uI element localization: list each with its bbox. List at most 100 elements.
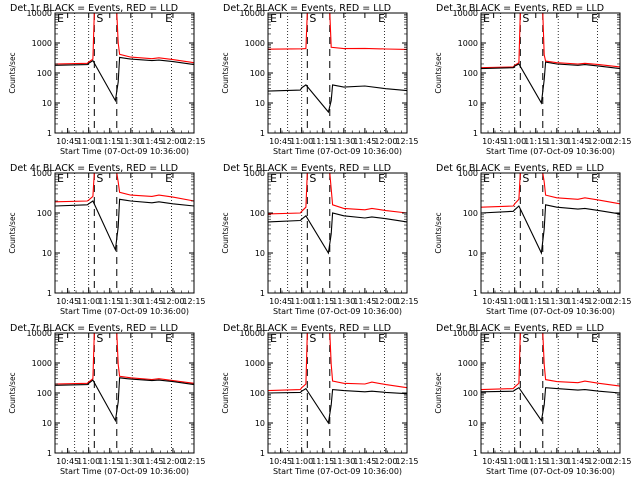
x-tick-label: 11:45 <box>353 457 376 466</box>
lld-series-line <box>480 12 621 69</box>
event-marker-label: E <box>165 172 172 185</box>
event-marker-label: E <box>483 332 490 345</box>
lld-series-line <box>54 332 195 385</box>
y-tick-label: 1 <box>260 289 265 298</box>
x-tick-label: 11:45 <box>353 297 376 306</box>
events-series-line <box>54 377 195 423</box>
y-axis-label: Counts/sec <box>434 372 443 413</box>
x-tick-label: 12:00 <box>587 457 610 466</box>
y-tick-label: 10 <box>255 419 265 428</box>
x-tick-label: 11:00 <box>77 457 100 466</box>
lld-series-line <box>267 172 408 215</box>
event-marker-label: E <box>378 12 385 25</box>
y-tick-label: 10 <box>42 249 52 258</box>
x-tick-label: 11:30 <box>119 297 142 306</box>
x-tick-label: 11:00 <box>290 137 313 146</box>
x-tick-label: 12:00 <box>587 297 610 306</box>
detector-chart: Det 5r BLACK = Events, RED = LLD 1 10 100 10… <box>221 163 419 316</box>
event-marker-label: E <box>57 12 64 25</box>
chart-title: Det 8r BLACK = Events, RED = LLD <box>223 323 391 334</box>
x-tick-label: 12:00 <box>587 137 610 146</box>
x-tick-label: 10:45 <box>56 297 79 306</box>
x-tick-label: 11:15 <box>311 297 334 306</box>
event-marker-label: S <box>309 172 316 185</box>
x-tick-label: 11:30 <box>332 297 355 306</box>
y-tick-label: 1 <box>47 449 52 458</box>
event-marker-label: S <box>96 332 103 345</box>
detector-chart: Det 2r BLACK = Events, RED = LLD 1 10 100 10… <box>221 3 419 156</box>
y-tick-label: 100 <box>463 209 478 218</box>
event-marker-label: E <box>378 172 385 185</box>
x-tick-label: 11:15 <box>524 137 547 146</box>
y-axis-label: Counts/sec <box>221 212 230 253</box>
x-tick-label: 10:45 <box>269 137 292 146</box>
x-tick-label: 11:00 <box>77 297 100 306</box>
lld-series-line <box>480 172 621 208</box>
y-tick-label: 10000 <box>27 329 52 338</box>
y-tick-label: 100 <box>37 69 52 78</box>
event-marker-label: E <box>591 332 598 345</box>
plot-frame <box>54 172 195 294</box>
chart-title: Det 2r BLACK = Events, RED = LLD <box>223 3 391 14</box>
detector-panel: Det 7r BLACK = Events, RED = LLD 1 10 100 10… <box>0 320 213 480</box>
event-marker-label: E <box>270 172 277 185</box>
x-tick-label: 11:00 <box>290 297 313 306</box>
x-tick-label: 12:15 <box>182 457 205 466</box>
plot-frame <box>480 12 621 134</box>
x-tick-label: 12:00 <box>374 457 397 466</box>
event-marker-label: E <box>483 172 490 185</box>
x-tick-label: 11:30 <box>545 137 568 146</box>
events-series-line <box>267 84 408 114</box>
event-marker-label: S <box>309 332 316 345</box>
y-tick-label: 10000 <box>453 329 478 338</box>
lld-series-line <box>267 332 408 392</box>
y-tick-label: 100 <box>250 69 265 78</box>
event-marker-label: S <box>522 172 529 185</box>
event-marker-label: E <box>270 12 277 25</box>
detector-chart: Det 6r BLACK = Events, RED = LLD 1 10 100 10… <box>434 163 632 316</box>
event-marker-label: S <box>522 332 529 345</box>
y-tick-label: 1 <box>47 129 52 138</box>
x-tick-label: 11:45 <box>140 137 163 146</box>
x-tick-label: 11:45 <box>140 457 163 466</box>
x-tick-label: 11:30 <box>332 457 355 466</box>
plot-frame <box>267 172 408 294</box>
plot-frame <box>54 332 195 454</box>
chart-title: Det 9r BLACK = Events, RED = LLD <box>436 323 604 334</box>
chart-title: Det 1r BLACK = Events, RED = LLD <box>10 3 178 14</box>
y-tick-label: 1000 <box>245 359 265 368</box>
x-tick-label: 12:00 <box>374 297 397 306</box>
event-marker-label: E <box>57 172 64 185</box>
events-series-line <box>54 56 195 103</box>
x-tick-label: 11:30 <box>545 297 568 306</box>
x-tick-label: 12:15 <box>395 137 418 146</box>
x-tick-label: 11:15 <box>311 137 334 146</box>
x-tick-label: 10:45 <box>482 137 505 146</box>
event-marker-label: E <box>591 172 598 185</box>
y-tick-label: 100 <box>463 389 478 398</box>
y-tick-label: 1000 <box>32 359 52 368</box>
y-tick-label: 100 <box>37 389 52 398</box>
y-tick-label: 10 <box>42 419 52 428</box>
detector-panel: Det 3r BLACK = Events, RED = LLD 1 10 100 10… <box>426 0 639 160</box>
y-axis-label: Counts/sec <box>8 52 17 93</box>
y-tick-label: 10000 <box>240 9 265 18</box>
y-tick-label: 1000 <box>458 359 478 368</box>
y-tick-label: 10 <box>468 249 478 258</box>
lld-series-line <box>480 332 621 391</box>
x-axis-label: Start Time (07-Oct-09 10:36:00) <box>486 307 615 316</box>
x-tick-label: 11:15 <box>98 297 121 306</box>
plot-frame <box>480 332 621 454</box>
x-axis-label: Start Time (07-Oct-09 10:36:00) <box>60 147 189 156</box>
x-tick-label: 11:15 <box>524 297 547 306</box>
event-marker-label: E <box>378 332 385 345</box>
x-tick-label: 11:45 <box>353 137 376 146</box>
detector-chart: Det 4r BLACK = Events, RED = LLD 1 10 100 10… <box>8 163 206 316</box>
y-axis-label: Counts/sec <box>221 52 230 93</box>
x-tick-label: 12:15 <box>395 297 418 306</box>
x-axis-label: Start Time (07-Oct-09 10:36:00) <box>273 307 402 316</box>
x-tick-label: 12:15 <box>608 137 631 146</box>
y-axis-label: Counts/sec <box>8 212 17 253</box>
y-tick-label: 1000 <box>458 169 478 178</box>
